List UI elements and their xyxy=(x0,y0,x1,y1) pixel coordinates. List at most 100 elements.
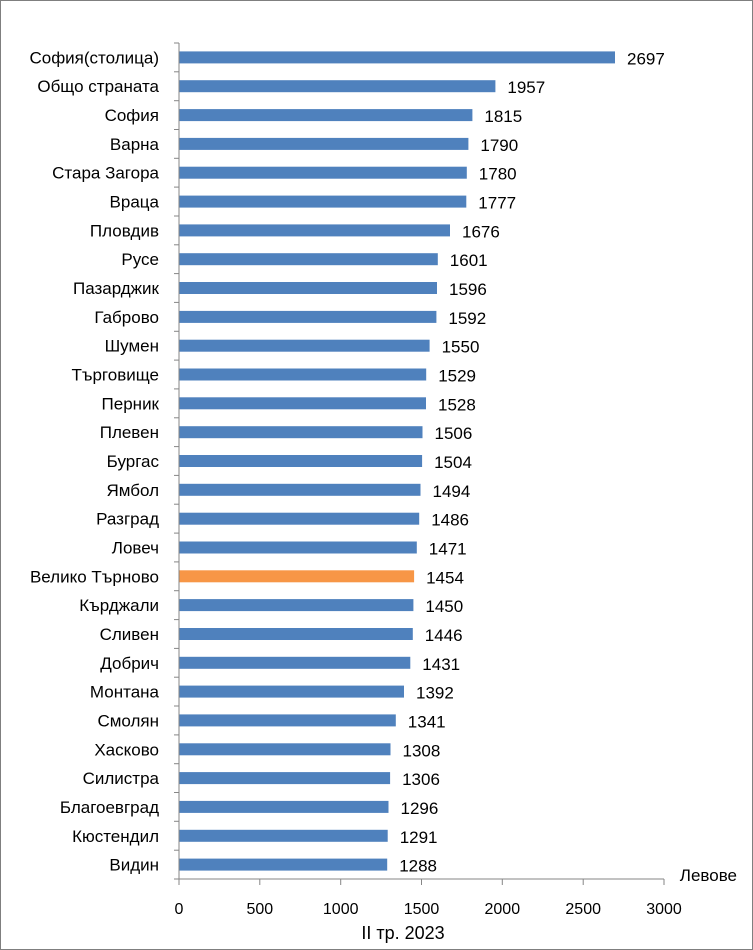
category-label: София(столица) xyxy=(29,48,159,67)
bar xyxy=(179,397,426,410)
bar xyxy=(179,483,421,496)
bar xyxy=(179,282,437,294)
value-label: 1601 xyxy=(450,251,488,270)
value-label: 1450 xyxy=(425,597,463,616)
category-label: Враца xyxy=(110,193,160,212)
value-label: 2697 xyxy=(627,49,665,68)
category-label: Велико Търново xyxy=(30,567,159,586)
category-label: Перник xyxy=(102,394,160,413)
x-tick-label: 3000 xyxy=(646,901,682,918)
value-label: 1596 xyxy=(449,280,487,299)
bar xyxy=(179,253,438,266)
value-label: 1431 xyxy=(422,655,460,674)
value-label: 1676 xyxy=(462,222,500,241)
value-label: 1296 xyxy=(401,799,439,818)
bar xyxy=(179,599,414,612)
category-labels-group: София(столица) Общо страната София Варна Ста… xyxy=(29,48,159,874)
value-label: 1392 xyxy=(416,684,454,703)
category-label: Добрич xyxy=(100,654,159,673)
category-label: Смолян xyxy=(97,711,159,730)
category-label: Бургас xyxy=(107,452,160,471)
value-label: 1777 xyxy=(478,194,516,213)
bar xyxy=(179,656,411,669)
bar xyxy=(179,109,473,122)
bar xyxy=(179,714,396,727)
value-label: 1506 xyxy=(435,424,473,443)
axes-group: 0 500 1000 1500 2000 2500 3000 xyxy=(174,42,682,918)
bar xyxy=(179,339,430,352)
category-label: Видин xyxy=(109,856,159,875)
category-label: София xyxy=(105,106,159,125)
value-label: 1504 xyxy=(434,453,472,472)
value-label: 1592 xyxy=(448,309,486,328)
value-label: 1446 xyxy=(425,626,463,645)
category-label: Сливен xyxy=(100,625,159,644)
value-label: 1291 xyxy=(400,828,438,847)
category-label: Хасково xyxy=(94,740,159,759)
value-label: 1471 xyxy=(429,540,467,559)
bar xyxy=(179,224,450,237)
bar xyxy=(179,51,615,64)
value-label: 1341 xyxy=(408,712,446,731)
bar xyxy=(179,368,427,381)
x-tick-label: 1500 xyxy=(404,901,440,918)
bar xyxy=(179,743,391,756)
value-label: 1790 xyxy=(480,136,518,155)
bar xyxy=(179,628,413,640)
bar xyxy=(179,195,467,208)
bar xyxy=(179,541,417,554)
value-label: 1308 xyxy=(403,741,441,760)
category-label: Пловдив xyxy=(90,221,159,240)
x-axis-title: II тр. 2023 xyxy=(361,923,444,943)
x-tick-label: 1000 xyxy=(323,901,359,918)
value-label: 1528 xyxy=(438,395,476,414)
bar xyxy=(179,858,388,871)
bar xyxy=(179,310,437,323)
category-label: Монтана xyxy=(90,683,160,702)
category-label: Кърджали xyxy=(79,596,159,615)
x-tick-label: 500 xyxy=(246,901,273,918)
category-label: Пазарджик xyxy=(73,279,160,298)
category-label: Силистра xyxy=(83,769,160,788)
unit-label: Левове xyxy=(680,866,737,885)
bar xyxy=(179,685,404,698)
bar xyxy=(179,137,469,150)
bar xyxy=(179,772,391,785)
x-tick-label: 2500 xyxy=(565,901,601,918)
value-labels-group: 2697 1957 1815 1790 1780 1777 1676 1601 1596 1592… xyxy=(399,49,665,875)
bar xyxy=(179,512,420,525)
bar xyxy=(179,426,423,439)
category-label: Ямбол xyxy=(106,481,159,500)
bars-group xyxy=(179,51,615,871)
value-label: 1486 xyxy=(431,511,469,530)
bar xyxy=(179,829,388,842)
category-label: Шумен xyxy=(105,337,159,356)
value-label: 1494 xyxy=(433,482,471,501)
bar xyxy=(179,455,423,467)
value-label: 1288 xyxy=(399,857,437,876)
category-label: Търговище xyxy=(71,366,159,385)
bar xyxy=(179,800,389,813)
value-label: 1306 xyxy=(402,770,440,789)
bar xyxy=(179,80,496,93)
category-label: Габрово xyxy=(94,308,159,327)
value-label: 1957 xyxy=(507,78,545,97)
value-label: 1780 xyxy=(479,165,517,184)
bar xyxy=(179,166,467,179)
category-label: Ловеч xyxy=(112,539,159,558)
bar xyxy=(179,570,415,583)
value-label: 1815 xyxy=(484,107,522,126)
x-tick-label: 0 xyxy=(175,901,184,918)
category-label: Плевен xyxy=(100,423,159,442)
category-label: Кюстендил xyxy=(72,827,159,846)
category-label: Благоевград xyxy=(60,798,159,817)
x-tick-label: 2000 xyxy=(485,901,521,918)
value-label: 1550 xyxy=(442,338,480,357)
category-label: Разград xyxy=(96,510,159,529)
category-label: Общо страната xyxy=(37,77,159,96)
value-label: 1454 xyxy=(426,568,464,587)
category-label: Стара Загора xyxy=(52,164,159,183)
value-label: 1529 xyxy=(438,367,476,386)
